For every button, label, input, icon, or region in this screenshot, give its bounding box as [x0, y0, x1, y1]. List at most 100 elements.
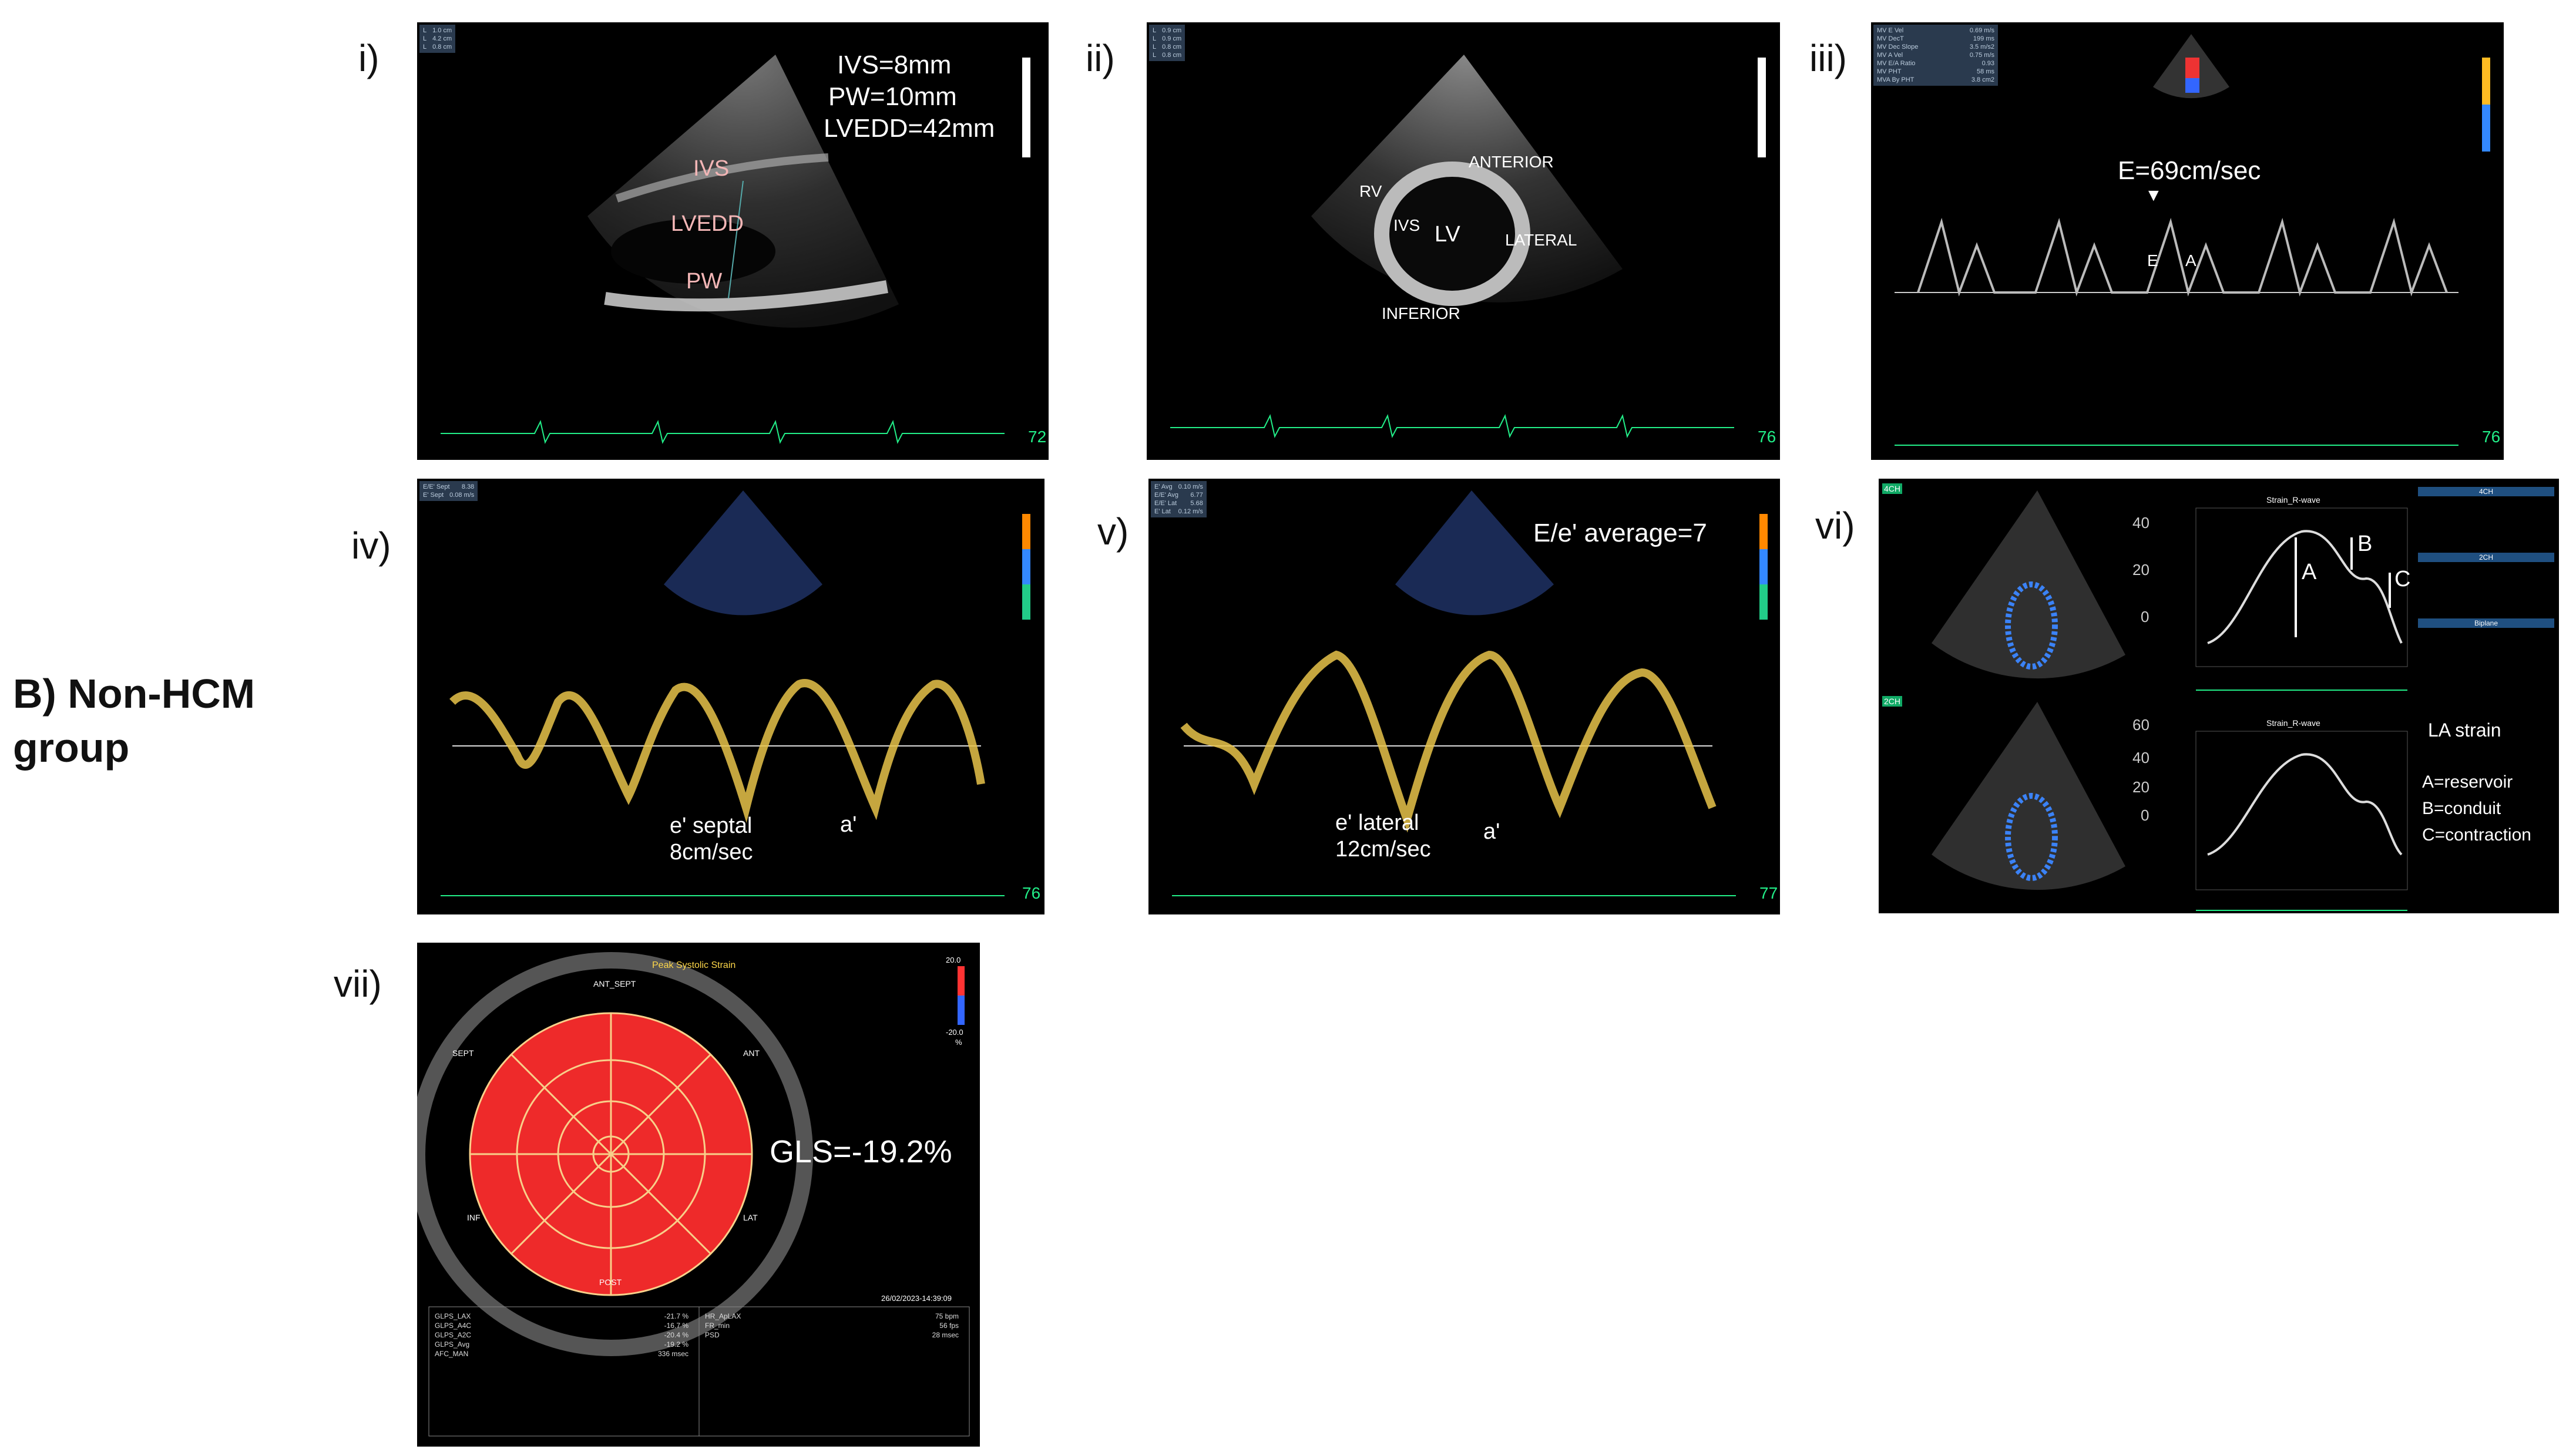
- echo-panel-psax: L 0.9 cm L 0.9 cm L 0.8 cm L 0.8 cm RV IVS L…: [1147, 22, 1780, 460]
- panel-label-vii: vii): [334, 963, 382, 1005]
- readout-row: MV E Vel 0.69 m/s: [1877, 27, 1994, 34]
- panel-label-iv: iv): [351, 524, 391, 567]
- panel-label-iii: iii): [1809, 37, 1847, 79]
- legend-reservoir: A=reservoir: [2422, 772, 2513, 792]
- label-ivs: IVS: [693, 156, 730, 181]
- measurement-pw: PW=10mm: [828, 82, 957, 111]
- y-tick-upper-40: 40: [2132, 514, 2149, 532]
- heart-rate: 77: [1759, 884, 1778, 902]
- psax-readout: L 0.9 cm L 0.9 cm L 0.8 cm L 0.8 cm: [1149, 25, 1185, 61]
- lateral-tdi-trace: [1172, 490, 1768, 896]
- plax-image: [441, 55, 1030, 444]
- readout-row: E/E' Sept 8.38: [423, 483, 475, 490]
- gls-row: PSD 28 msec: [705, 1331, 959, 1339]
- measurement-e-velocity: E=69cm/sec: [2118, 156, 2261, 185]
- readout-row: MVA By PHT 3.8 cm2: [1877, 76, 1994, 83]
- gls-row: GLPS_A4C -16.7 %: [435, 1322, 688, 1330]
- la-strain-table: 4CH 2CH Biplane: [2418, 487, 2554, 628]
- segment-post: POST: [599, 1277, 622, 1287]
- readout-row: L 0.8 cm: [423, 43, 452, 51]
- septal-tdi-trace: [441, 490, 1030, 896]
- measurement-e-septal-label: e' septal: [670, 813, 753, 838]
- readout-row: E/E' Avg 6.77: [1154, 492, 1203, 499]
- y-tick-lower-20: 20: [2132, 778, 2149, 796]
- segment-ant-sept: ANT_SEPT: [593, 979, 636, 988]
- panel-label-ii: ii): [1086, 37, 1115, 79]
- y-tick-upper-20: 20: [2132, 561, 2149, 579]
- segment-ant: ANT: [743, 1048, 760, 1058]
- label-pw: PW: [686, 269, 723, 294]
- echo-panel-la-strain: 4CH 2CH Strain_R-wave Strain_R-wave 40 2…: [1879, 479, 2559, 913]
- chart-title-upper: Strain_R-wave: [2266, 495, 2320, 505]
- scale-min: -20.0: [946, 1028, 963, 1037]
- wave-label-e: E: [2147, 251, 2158, 270]
- y-tick-upper-0: 0: [2141, 608, 2149, 626]
- echo-panel-bullseye: Peak Systolic Strain GLS=-19.2% ANT_SEPT…: [417, 943, 980, 1447]
- label-anterior: ANTERIOR: [1469, 153, 1554, 171]
- bullseye-plot: [417, 952, 970, 1437]
- segment-lat: LAT: [743, 1213, 758, 1222]
- curve-label-a: A: [2302, 560, 2317, 584]
- label-lvedd: LVEDD: [671, 211, 744, 236]
- scale-unit: %: [955, 1038, 962, 1047]
- annotation-e-lateral-value: 12cm/sec: [1335, 837, 1431, 862]
- curve-label-c: C: [2394, 567, 2411, 591]
- gls-table-right: HR_ApLAX 75 bpm FR_min 56 fps PSD 28 msec: [703, 1312, 961, 1340]
- readout-row: MV E/A Ratio 0.93: [1877, 60, 1994, 67]
- wave-label-a: A: [2185, 251, 2196, 270]
- readout-row: E' Lat 0.12 m/s: [1154, 508, 1203, 515]
- readout-row: L 0.9 cm: [1153, 35, 1182, 42]
- gls-row: HR_ApLAX 75 bpm: [705, 1312, 959, 1320]
- la-strain-views: [1932, 490, 2408, 911]
- measurement-e-e-prime-average: E/e' average=7: [1533, 519, 1707, 547]
- y-tick-lower-40: 40: [2132, 749, 2149, 766]
- readout-row: MV DecT 199 ms: [1877, 35, 1994, 42]
- lateral-readout: E' Avg 0.10 m/s E/E' Avg 6.77 E/E' Lat 5.68…: [1151, 481, 1207, 517]
- gls-row: AFC_MAN 336 msec: [435, 1350, 688, 1358]
- label-lv: LV: [1435, 222, 1460, 247]
- mitral-doppler: [1895, 34, 2490, 446]
- gls-row: GLPS_Avg -19.2 %: [435, 1340, 688, 1349]
- table-header-2ch: 2CH: [2418, 553, 2554, 562]
- timestamp: 26/02/2023-14:39:09: [881, 1294, 952, 1303]
- y-tick-lower-60: 60: [2132, 716, 2149, 734]
- echo-panel-plax: L 1.0 cm L 4.2 cm L 0.8 cm IVS=8mm PW=10mm …: [417, 22, 1049, 460]
- readout-row: L 0.8 cm: [1153, 43, 1182, 51]
- table-header-4ch: 4CH: [2418, 487, 2554, 496]
- label-lateral: LATERAL: [1505, 231, 1577, 249]
- gls-row: GLPS_LAX -21.7 %: [435, 1312, 688, 1320]
- legend-contraction: C=contraction: [2422, 825, 2531, 845]
- measurement-ivs: IVS=8mm: [837, 51, 952, 79]
- wave-label-a-prime: a': [1483, 819, 1500, 844]
- readout-row: MV Dec Slope 3.5 m/s2: [1877, 43, 1994, 51]
- label-rv: RV: [1359, 182, 1382, 200]
- heart-rate: 72: [1028, 428, 1047, 446]
- annotation-e-lateral-label: e' lateral: [1335, 811, 1419, 835]
- psax-image: [1170, 55, 1766, 438]
- gls-row: FR_min 56 fps: [705, 1322, 959, 1330]
- group-label-line1: B) Non-HCM: [13, 671, 256, 717]
- table-header-biplane: Biplane: [2418, 618, 2554, 628]
- la-strain-title: LA strain: [2428, 719, 2501, 741]
- curve-label-b: B: [2357, 532, 2373, 556]
- view-tag-2ch: 2CH: [1882, 696, 1903, 707]
- label-inferior: INFERIOR: [1382, 304, 1460, 322]
- panel-label-i: i): [358, 37, 379, 79]
- septal-readout: E/E' Sept 8.38 E' Sept 0.08 m/s: [419, 481, 478, 501]
- gls-table-left: GLPS_LAX -21.7 % GLPS_A4C -16.7 % GLPS_A2C…: [432, 1312, 691, 1359]
- readout-row: L 0.8 cm: [1153, 52, 1182, 59]
- readout-row: E' Avg 0.10 m/s: [1154, 483, 1203, 490]
- chart-title-lower: Strain_R-wave: [2266, 718, 2320, 728]
- label-ivs: IVS: [1393, 216, 1420, 234]
- readout-row: L 0.9 cm: [1153, 27, 1182, 34]
- echo-panel-mitral-inflow: MV E Vel 0.69 m/s MV DecT 199 ms MV Dec Sl…: [1871, 22, 2504, 460]
- panel-label-v: v): [1097, 510, 1129, 553]
- wave-label-a-prime: a': [840, 812, 857, 837]
- heart-rate: 76: [2482, 428, 2501, 446]
- readout-row: E' Sept 0.08 m/s: [423, 492, 475, 499]
- readout-row: L 4.2 cm: [423, 35, 452, 42]
- echo-panel-septal-tdi: E/E' Sept 8.38 E' Sept 0.08 m/s e' septal …: [417, 479, 1044, 914]
- mitral-readout: MV E Vel 0.69 m/s MV DecT 199 ms MV Dec Sl…: [1873, 25, 1998, 86]
- y-tick-lower-0: 0: [2141, 806, 2149, 824]
- bullseye-title: Peak Systolic Strain: [652, 960, 736, 970]
